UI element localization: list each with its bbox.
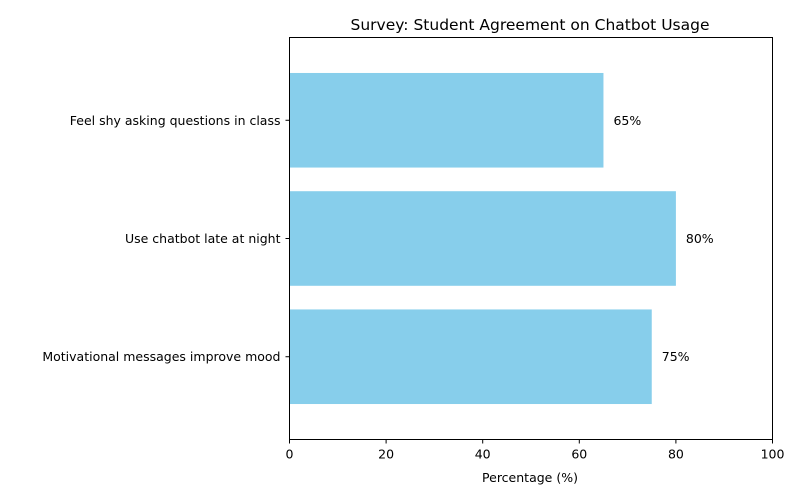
data-label: 75% (662, 349, 690, 364)
x-tick-label: 100 (761, 447, 785, 462)
x-tick-label: 0 (286, 447, 294, 462)
data-label: 65% (613, 113, 641, 128)
plot-frame (289, 37, 773, 440)
y-axis: Feel shy asking questions in class Use ch… (42, 113, 290, 364)
x-axis: 0 20 40 60 80 100 (286, 439, 785, 462)
category-label: Use chatbot late at night (125, 231, 281, 246)
bar (289, 191, 676, 286)
bar (289, 72, 604, 168)
x-tick-label: 80 (668, 447, 684, 462)
x-tick-label: 60 (571, 447, 587, 462)
x-axis-label: Percentage (%) (482, 470, 578, 485)
data-labels: 65% 80% 75% (613, 113, 713, 364)
x-tick-label: 40 (475, 447, 491, 462)
category-label: Feel shy asking questions in class (70, 113, 281, 128)
data-label: 80% (686, 231, 714, 246)
chart-title: Survey: Student Agreement on Chatbot Usa… (351, 16, 710, 34)
bars (289, 72, 676, 405)
x-tick-label: 20 (378, 447, 394, 462)
bar (289, 309, 652, 405)
category-label: Motivational messages improve mood (42, 349, 280, 364)
